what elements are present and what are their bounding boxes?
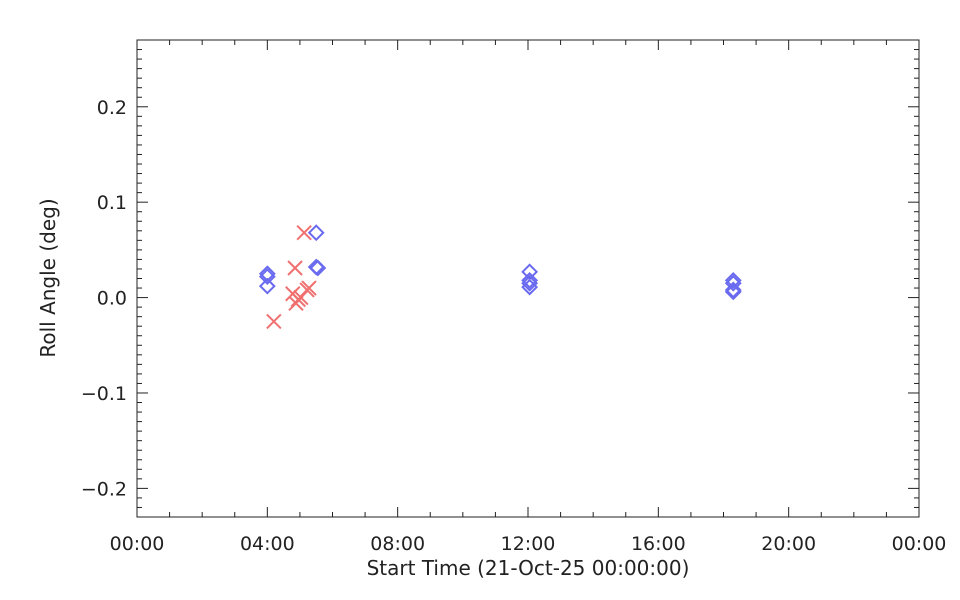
diamond-point-marker	[258, 268, 276, 286]
cross-point-marker	[301, 280, 317, 296]
diamond-point-marker	[724, 271, 742, 289]
diamond-point-marker	[521, 278, 539, 296]
x-tick-label: 20:00	[761, 533, 816, 555]
x-tick-label: 04:00	[240, 533, 295, 555]
diamond-point-marker	[521, 271, 539, 289]
y-tick-labels: −0.2 −0.1 0.0 0.1 0.2	[81, 97, 127, 501]
major-ticks	[136, 40, 920, 517]
x-tick-label: 00:00	[892, 533, 947, 555]
diamond-point-marker	[258, 277, 276, 295]
diamond-point-marker	[258, 265, 276, 283]
data-points	[258, 224, 742, 330]
cross-point-marker	[266, 313, 282, 330]
y-tick-label: −0.2	[81, 478, 127, 500]
cross-point-marker	[296, 225, 312, 241]
y-axis-title: Roll Angle (deg)	[36, 198, 60, 357]
y-tick-label: 0.2	[97, 97, 127, 119]
y-tick-label: −0.1	[81, 383, 127, 405]
diamond-point-marker	[724, 281, 742, 299]
x-tick-label: 00:00	[110, 533, 165, 555]
y-tick-label: 0.1	[97, 192, 127, 214]
diamond-point-marker	[309, 259, 327, 277]
cross-point-marker	[287, 260, 303, 276]
x-axis-title: Start Time (21-Oct-25 00:00:00)	[367, 556, 690, 580]
diamond-point-marker	[307, 224, 325, 242]
diamond-point-marker	[724, 283, 742, 301]
diamond-point-marker	[521, 274, 539, 292]
x-tick-label: 16:00	[631, 533, 686, 555]
y-tick-label: 0.0	[97, 288, 127, 310]
x-tick-labels: 00:00 04:00 08:00 12:00 16:00 20:00 00:00	[110, 533, 947, 555]
x-tick-label: 08:00	[370, 533, 425, 555]
x-tick-label: 12:00	[501, 533, 556, 555]
minor-ticks	[137, 39, 919, 518]
diamond-point-marker	[724, 274, 742, 292]
